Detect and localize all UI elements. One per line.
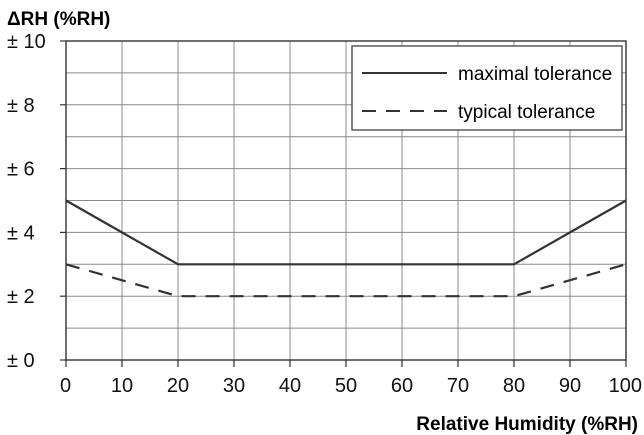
series-layer <box>65 199 627 298</box>
x-tick-label: 90 <box>559 375 581 397</box>
x-tick-label: 10 <box>111 375 133 397</box>
series-line-typical-tolerance <box>65 263 627 298</box>
x-tick-label: 100 <box>609 375 642 397</box>
series-line-maximal-tolerance <box>65 199 627 266</box>
tick-labels: 0 10 20 30 40 50 60 70 80 90 100 ± 0 ± 2 ± 4 ± 6 ± 8 ± 1… <box>7 31 642 397</box>
legend-label-maximal: maximal tolerance <box>458 64 612 85</box>
x-axis-title: Relative Humidity (%RH) <box>416 414 638 435</box>
x-tick-label: 30 <box>223 375 245 397</box>
y-tick-label: ± 8 <box>7 95 35 117</box>
y-tick-label: ± 10 <box>7 31 46 53</box>
x-tick-label: 70 <box>447 375 469 397</box>
y-tick-label: ± 6 <box>7 159 35 181</box>
x-tick-label: 0 <box>60 375 71 397</box>
y-tick-label: ± 0 <box>7 350 35 372</box>
legend: maximal tolerance typical tolerance <box>351 45 623 131</box>
axes <box>60 40 627 367</box>
y-axis-title: ΔRH (%RH) <box>7 9 110 30</box>
x-tick-label: 20 <box>167 375 189 397</box>
x-tick-label: 60 <box>391 375 413 397</box>
y-tick-label: ± 2 <box>7 286 35 308</box>
legend-box <box>351 45 623 131</box>
y-tick-label: ± 4 <box>7 222 35 244</box>
x-tick-label: 50 <box>335 375 357 397</box>
x-tick-label: 40 <box>279 375 301 397</box>
x-tick-label: 80 <box>503 375 525 397</box>
legend-label-typical: typical tolerance <box>458 102 595 123</box>
